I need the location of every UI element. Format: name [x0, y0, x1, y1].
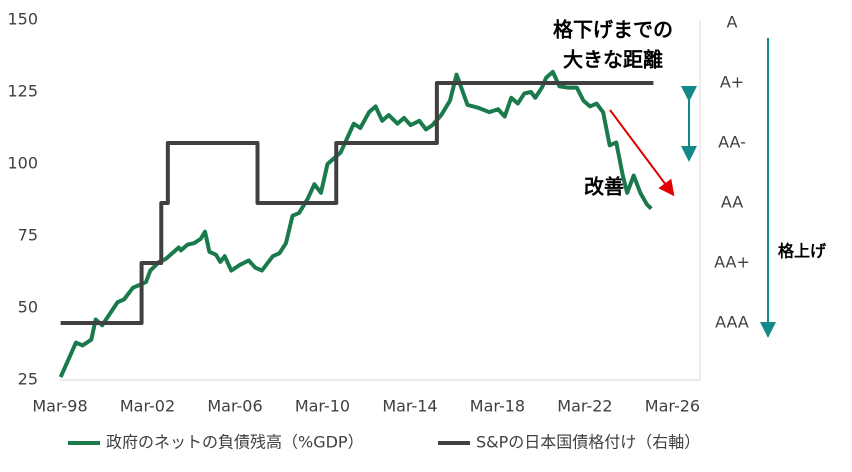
y-tick-label: 100	[7, 154, 38, 173]
x-tick-label: Mar-26	[645, 397, 700, 416]
annotation: 格下げまでの	[553, 18, 673, 42]
y2-tick-label: AAA	[715, 313, 749, 332]
x-tick-label: Mar-22	[557, 397, 612, 416]
annotation: 改善	[584, 175, 624, 199]
data-line	[58, 69, 653, 378]
y2-tick-label: AA+	[714, 253, 750, 272]
legend-label: 政府のネットの負債残高（%GDP）	[106, 433, 364, 452]
annotation: 大きな距離	[563, 48, 663, 72]
x-tick-label: Mar-18	[470, 397, 525, 416]
y-tick-label: 150	[7, 10, 38, 29]
improvement-arrow	[609, 109, 675, 197]
x-tick-label: Mar-98	[32, 397, 87, 416]
x-tick-label: Mar-10	[295, 397, 350, 416]
y2-tick-label: AA-	[718, 133, 746, 152]
x-tick-label: Mar-14	[382, 397, 437, 416]
y-tick-label: 25	[18, 370, 38, 389]
y2-tick-label: A	[727, 13, 738, 32]
y2-tick-label: A+	[720, 73, 744, 92]
data-line	[60, 81, 654, 325]
annotation: 格上げ	[778, 242, 827, 261]
y-tick-label: 50	[18, 298, 38, 317]
y-tick-label: 75	[18, 226, 38, 245]
y-tick-label: 125	[7, 82, 38, 101]
x-tick-label: Mar-02	[120, 397, 175, 416]
legend-label: S&Pの日本国債格付け（右軸）	[476, 433, 700, 452]
x-tick-label: Mar-06	[207, 397, 262, 416]
y2-tick-label: AA	[721, 193, 743, 212]
